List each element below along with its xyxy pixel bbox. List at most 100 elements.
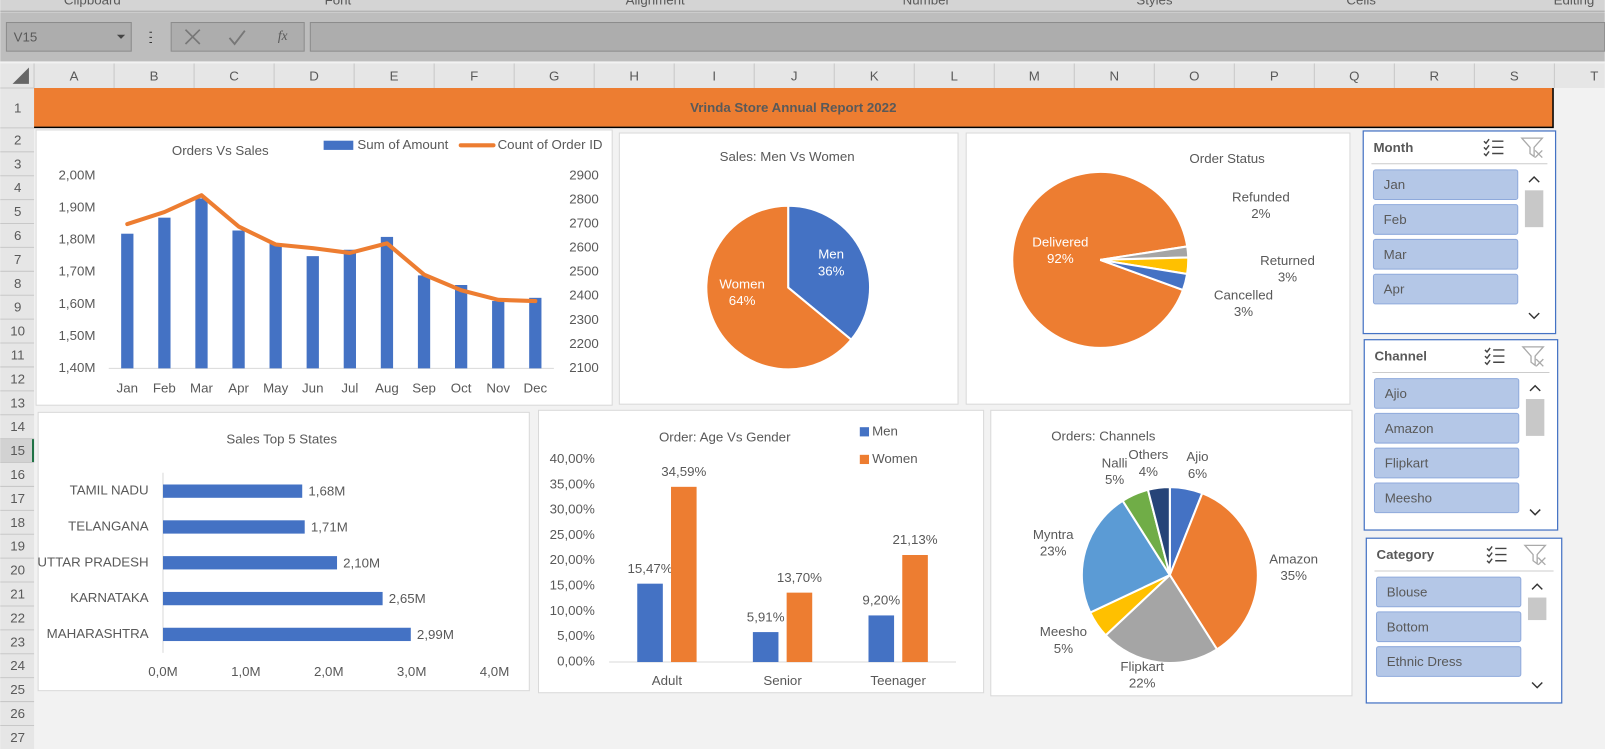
slicer-clip-cover: [1372, 691, 1526, 702]
slicer-item[interactable]: [1372, 273, 1519, 305]
slicer-item[interactable]: [1376, 646, 1522, 677]
row-header-band: [0, 87, 35, 749]
column-header: Q: [1349, 68, 1359, 83]
multi-select-icon[interactable]: [1483, 138, 1504, 157]
column-header: M: [1029, 68, 1040, 83]
slice-category: Ajio: [1186, 449, 1208, 464]
scroll-up[interactable]: [1529, 384, 1541, 392]
scroll-down[interactable]: [1531, 681, 1543, 689]
bar: [269, 243, 282, 369]
slice-category: Meesho: [1040, 624, 1087, 639]
slicer-item-label: Ethnic Dress: [1387, 654, 1463, 669]
slice-label: Cancelled 3%: [1214, 287, 1273, 319]
scroll-up[interactable]: [1531, 583, 1543, 590]
slice-category: Flipkart: [1120, 659, 1164, 674]
bar: [162, 484, 303, 498]
bar: [232, 230, 245, 369]
ribbon-group-label: Number: [903, 0, 951, 8]
column-header: O: [1189, 68, 1199, 83]
slicer-item-label: Jan: [1384, 177, 1405, 192]
row-header: 5: [14, 204, 21, 219]
clear-filter-icon[interactable]: [1523, 544, 1547, 566]
clear-filter-icon[interactable]: [1520, 137, 1544, 159]
slicer-item-label: Blouse: [1387, 584, 1428, 599]
bar: [158, 217, 171, 369]
scroll-down[interactable]: [1528, 312, 1540, 320]
slice-value: 2%: [1251, 205, 1270, 220]
ribbon-group-label: Alignment: [626, 0, 685, 8]
row-header: 11: [11, 348, 25, 363]
chart-title: Orders Vs Sales: [172, 143, 269, 158]
slice-category: Men: [818, 246, 844, 261]
slice-value: 22%: [1129, 675, 1156, 690]
slicer-item[interactable]: [1376, 611, 1522, 643]
multi-select-icon[interactable]: [1486, 545, 1507, 564]
formula-input[interactable]: [309, 21, 1605, 52]
y-tick-label: 25,00%: [550, 527, 595, 542]
slice-label: Nalli 5%: [1102, 455, 1128, 487]
slicer-item[interactable]: [1373, 447, 1520, 479]
slice-value: 6%: [1188, 465, 1207, 480]
insert-function-icon: fx: [278, 28, 288, 43]
slicer-item[interactable]: [1372, 204, 1519, 235]
slice-category: Amazon: [1269, 551, 1318, 566]
scroll-up[interactable]: [1528, 176, 1540, 183]
row-header: 22: [10, 610, 25, 625]
row-header: 20: [10, 563, 25, 578]
row-header: 9: [14, 300, 21, 315]
slice-label: Women 64%: [719, 276, 765, 308]
slicer-title: Month: [1373, 140, 1413, 155]
bar: [343, 249, 356, 369]
x-tick-label: 3,0M: [397, 664, 427, 679]
row-header: 25: [10, 682, 25, 697]
pie-slice: [1080, 499, 1172, 614]
slicer-item-label: Bottom: [1387, 619, 1429, 634]
cancel-icon[interactable]: [184, 29, 201, 45]
line-series: [125, 193, 538, 304]
scroll-down[interactable]: [1529, 509, 1541, 516]
enter-icon[interactable]: [228, 30, 246, 46]
ribbon-group-label: Clipboard: [64, 0, 121, 8]
slicer-item-label: Flipkart: [1385, 456, 1429, 471]
slice-label: Refunded 2%: [1232, 189, 1290, 221]
category-label: TAMIL NADU: [70, 483, 149, 498]
bar: [417, 275, 431, 369]
multi-select-icon[interactable]: [1484, 347, 1505, 366]
name-box[interactable]: [5, 21, 132, 52]
slicer-item[interactable]: [1372, 169, 1519, 201]
y2-tick-label: 2800: [569, 192, 599, 207]
slicer-item[interactable]: [1376, 576, 1522, 608]
ribbon-group-label: Styles: [1136, 0, 1173, 8]
y-tick-label: 1,50M: [58, 328, 95, 343]
slice-label: Amazon 35%: [1269, 551, 1318, 583]
bar: [492, 301, 505, 369]
x-tick-label: Teenager: [870, 673, 926, 688]
clear-filter-icon[interactable]: [1521, 346, 1545, 367]
y-tick-label: 1,90M: [58, 200, 95, 215]
slice-label: Meesho 5%: [1040, 624, 1087, 656]
slicer-item[interactable]: [1373, 412, 1520, 444]
ribbon-group-label: Font: [325, 0, 352, 8]
legend-swatch: [859, 427, 870, 437]
data-label: 1,71M: [311, 519, 348, 534]
slice-category: Others: [1128, 447, 1168, 462]
slicer-item[interactable]: [1373, 378, 1520, 409]
slicer-item[interactable]: [1372, 238, 1519, 270]
chart-title: Sales: Men Vs Women: [720, 149, 855, 164]
bar: [195, 198, 208, 369]
column-header: N: [1109, 68, 1119, 83]
slice-value: 4%: [1139, 463, 1158, 478]
x-tick-label: Feb: [153, 380, 176, 395]
column-header: I: [712, 68, 716, 83]
data-label: 13,70%: [777, 570, 822, 585]
bar: [380, 236, 394, 369]
slicer-item[interactable]: [1373, 482, 1520, 514]
column-header: K: [870, 68, 879, 83]
y2-tick-label: 2900: [569, 168, 599, 183]
slice-label: Others 4%: [1128, 447, 1168, 479]
slice-label: Flipkart 22%: [1120, 659, 1164, 691]
category-label: TELANGANA: [68, 518, 149, 533]
row-header: 19: [10, 539, 25, 554]
y-tick-label: 1,80M: [58, 232, 95, 247]
